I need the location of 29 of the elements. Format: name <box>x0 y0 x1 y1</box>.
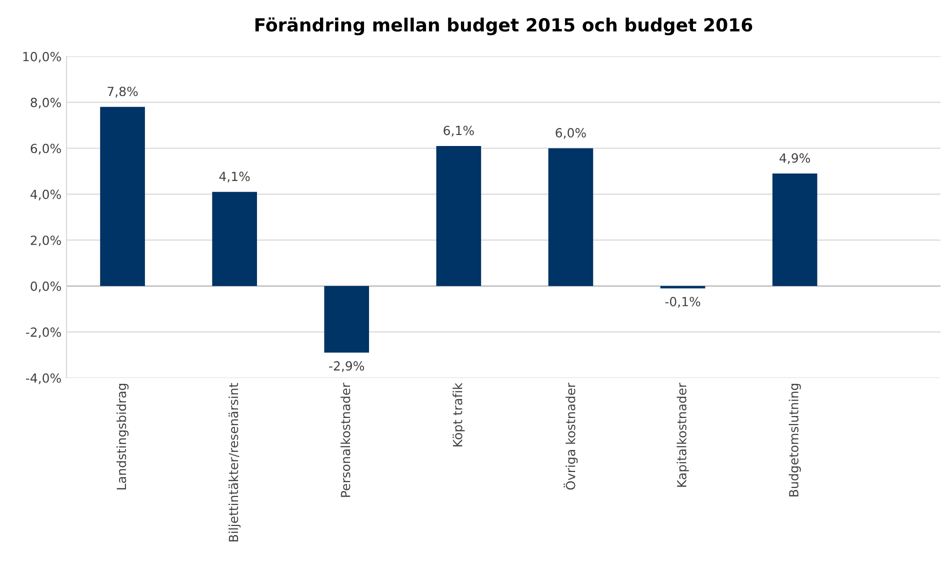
data-label: 6,0% <box>556 128 586 139</box>
x-tick-label: Övriga kostnader <box>564 382 578 490</box>
y-tick-label: 0,0% <box>30 282 61 292</box>
y-tick-label: -2,0% <box>26 327 61 338</box>
data-label: -2,9% <box>329 361 364 372</box>
x-tick-label: Budgetomslutning <box>788 384 801 496</box>
data-label: 7,8% <box>108 86 138 98</box>
bar <box>212 192 257 286</box>
x-tick-label: Köpt trafik <box>452 382 465 446</box>
y-tick-label: 8,0% <box>30 98 61 109</box>
data-label: 4,9% <box>780 153 810 164</box>
data-label: 6,1% <box>444 126 474 136</box>
x-tick-label: Landstingsbidrag <box>116 384 129 490</box>
x-tick-label: Personalkostnader <box>340 382 350 497</box>
data-label: -0,1% <box>665 296 700 308</box>
y-tick-label: -4,0% <box>26 373 61 384</box>
data-label: 4,1% <box>219 172 250 182</box>
bar <box>436 146 482 286</box>
y-tick-label: 6,0% <box>30 144 61 154</box>
bar <box>100 106 145 286</box>
bar <box>548 148 594 286</box>
y-tick-label: 10,0% <box>23 52 61 63</box>
y-tick-label: 4,0% <box>30 190 61 200</box>
bar <box>772 174 818 286</box>
x-tick-label: Kapitalkostnader <box>676 382 689 487</box>
bar <box>324 286 370 353</box>
chart-title: Förändring mellan budget 2015 och budget 2016 <box>255 17 752 36</box>
x-tick-label: Biljettintäkter/resenärsint <box>228 383 241 542</box>
y-tick-label: 2,0% <box>30 236 61 246</box>
